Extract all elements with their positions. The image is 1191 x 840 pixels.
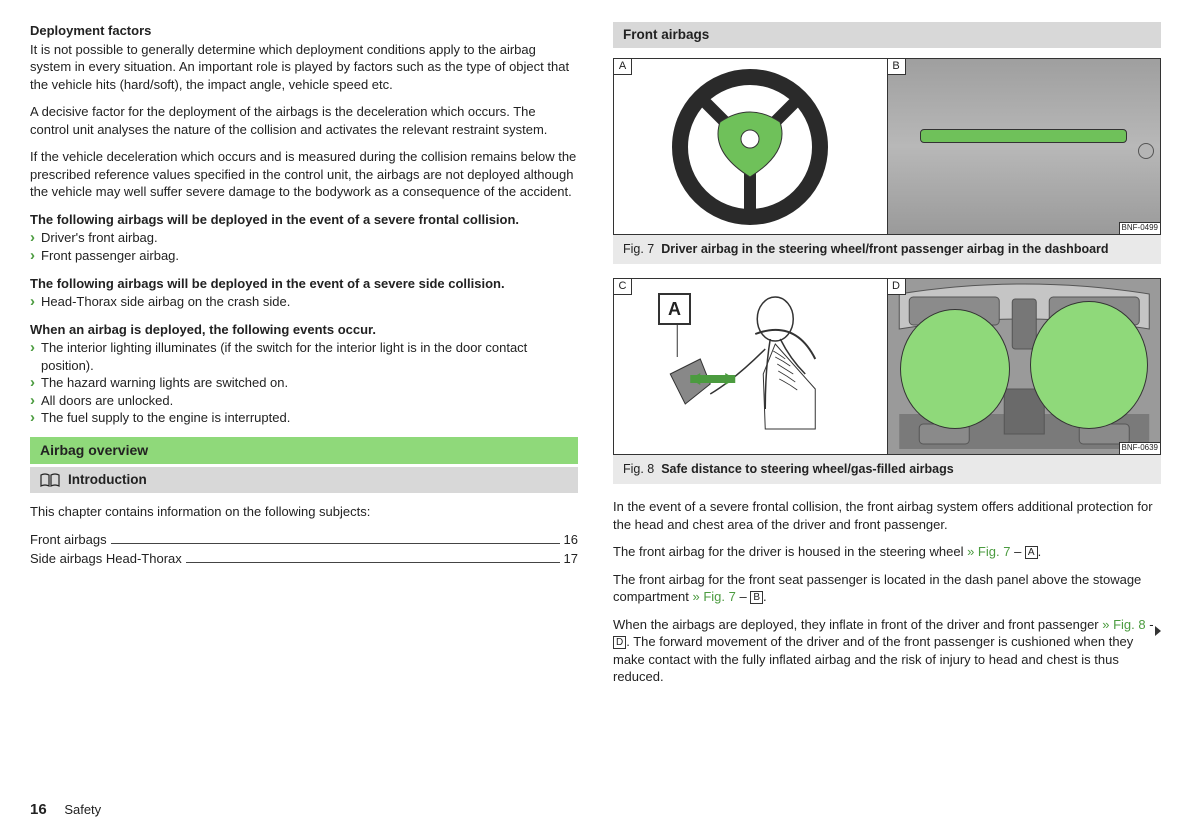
frontal-heading: The following airbags will be deployed i…	[30, 211, 578, 229]
figure-7: A B BNF-0499	[613, 58, 1161, 235]
introduction-label: Introduction	[68, 471, 147, 489]
list-item: The interior lighting illuminates (if th…	[30, 339, 578, 374]
deployment-heading: Deployment factors	[30, 22, 578, 40]
driver-airbag-icon	[900, 309, 1010, 429]
list-item: The hazard warning lights are switched o…	[30, 374, 578, 392]
intro-text: This chapter contains information on the…	[30, 503, 578, 521]
frontal-list: Driver's front airbag. Front passenger a…	[30, 229, 578, 264]
toc-page: 17	[564, 550, 578, 568]
side-distance-icon	[614, 279, 887, 454]
events-list: The interior lighting illuminates (if th…	[30, 339, 578, 427]
continue-icon	[1155, 626, 1161, 636]
section-introduction: Introduction	[30, 467, 578, 493]
toc-row[interactable]: Side airbags Head-Thorax 17	[30, 550, 578, 568]
caption-number: Fig. 8	[623, 462, 654, 476]
passenger-airbag-area	[920, 129, 1127, 143]
fig7-panel-a: A	[614, 59, 888, 234]
ref-box: A	[1025, 546, 1038, 559]
toc-label: Side airbags Head-Thorax	[30, 550, 182, 568]
fig-link[interactable]: » Fig. 8	[1102, 617, 1145, 632]
toc-leader	[186, 562, 560, 563]
fig7-caption: Fig. 7 Driver airbag in the steering whe…	[613, 235, 1161, 264]
right-p1: In the event of a severe frontal collisi…	[613, 498, 1161, 533]
section-airbag-overview: Airbag overview	[30, 437, 578, 464]
list-item: All doors are unlocked.	[30, 392, 578, 410]
fig-link[interactable]: » Fig. 7	[692, 589, 735, 604]
caption-text: Driver airbag in the steering wheel/fron…	[661, 242, 1108, 256]
toc-page: 16	[564, 531, 578, 549]
figure-code: BNF-0499	[1119, 222, 1160, 234]
figure-code: BNF-0639	[1119, 442, 1160, 454]
ref-box: D	[613, 636, 626, 649]
caption-number: Fig. 7	[623, 242, 654, 256]
right-p3: The front airbag for the front seat pass…	[613, 571, 1161, 606]
panel-label: B	[888, 59, 906, 75]
list-item: Head-Thorax side airbag on the crash sid…	[30, 293, 578, 311]
panel-label: D	[888, 279, 906, 295]
left-column: Deployment factors It is not possible to…	[30, 22, 578, 696]
passenger-airbag-icon	[1030, 301, 1148, 429]
steering-wheel-icon	[670, 67, 830, 227]
panel-label: A	[614, 59, 632, 75]
section-name: Safety	[64, 802, 101, 817]
book-icon	[40, 473, 60, 487]
side-heading: The following airbags will be deployed i…	[30, 275, 578, 293]
fig8-panel-c: C A	[614, 279, 888, 454]
right-p4: When the airbags are deployed, they infl…	[613, 616, 1161, 686]
ref-box: B	[750, 591, 763, 604]
fig8-caption: Fig. 8 Safe distance to steering wheel/g…	[613, 455, 1161, 484]
side-list: Head-Thorax side airbag on the crash sid…	[30, 293, 578, 311]
list-item: The fuel supply to the engine is interru…	[30, 409, 578, 427]
list-item: Front passenger airbag.	[30, 247, 578, 265]
right-p2: The front airbag for the driver is house…	[613, 543, 1161, 561]
para-2: A decisive factor for the deployment of …	[30, 103, 578, 138]
caption-text: Safe distance to steering wheel/gas-fill…	[661, 462, 953, 476]
fig-link[interactable]: » Fig. 7	[967, 544, 1010, 559]
list-item: Driver's front airbag.	[30, 229, 578, 247]
figure-8: C A D	[613, 278, 1161, 455]
fig7-panel-b: B BNF-0499	[888, 59, 1161, 234]
panel-label: C	[614, 279, 632, 295]
fig8-panel-d: D BNF-0639	[888, 279, 1161, 454]
events-heading: When an airbag is deployed, the followin…	[30, 321, 578, 339]
right-column: Front airbags A B	[613, 22, 1161, 696]
toc-row[interactable]: Front airbags 16	[30, 531, 578, 549]
toc-label: Front airbags	[30, 531, 107, 549]
page-number: 16	[30, 801, 47, 818]
para-3: If the vehicle deceleration which occurs…	[30, 148, 578, 201]
page-footer: 16 Safety	[30, 800, 101, 820]
section-front-airbags: Front airbags	[613, 22, 1161, 48]
toc-leader	[111, 543, 560, 544]
label-a-box: A	[658, 293, 691, 325]
para-1: It is not possible to generally determin…	[30, 41, 578, 94]
